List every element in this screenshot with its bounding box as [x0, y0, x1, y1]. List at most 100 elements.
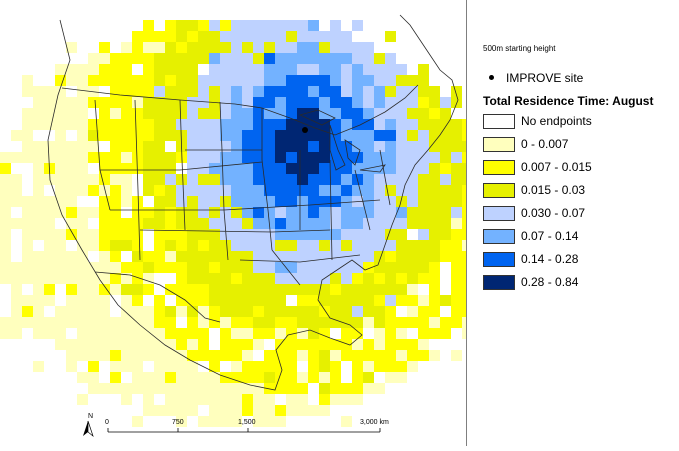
- grid-cell: [55, 339, 66, 350]
- grid-cell: [462, 262, 466, 273]
- grid-cell: [44, 141, 55, 152]
- scale-label-3000: 3,000 km: [360, 419, 389, 426]
- grid-cell: [44, 207, 55, 218]
- grid-cell: [363, 64, 374, 75]
- grid-cell: [297, 295, 308, 306]
- grid-cell: [176, 218, 187, 229]
- grid-cell: [275, 130, 286, 141]
- grid-cell: [121, 361, 132, 372]
- grid-cell: [220, 42, 231, 53]
- grid-cell: [275, 42, 286, 53]
- grid-cell: [374, 64, 385, 75]
- grid-cell: [374, 185, 385, 196]
- grid-cell: [385, 295, 396, 306]
- grid-cell: [55, 207, 66, 218]
- grid-cell: [407, 295, 418, 306]
- grid-cell: [341, 306, 352, 317]
- grid-cell: [407, 339, 418, 350]
- grid-cell: [231, 383, 242, 394]
- grid-cell: [374, 86, 385, 97]
- grid-cell: [286, 394, 297, 405]
- grid-cell: [330, 97, 341, 108]
- grid-cell: [165, 86, 176, 97]
- grid-cell: [451, 229, 462, 240]
- grid-cell: [462, 317, 466, 328]
- grid-cell: [275, 31, 286, 42]
- grid-cell: [132, 196, 143, 207]
- grid-cell: [385, 229, 396, 240]
- grid-cell: [66, 207, 77, 218]
- grid-cell: [297, 196, 308, 207]
- grid-cell: [176, 42, 187, 53]
- grid-cell: [242, 196, 253, 207]
- grid-cell: [88, 75, 99, 86]
- grid-cell: [33, 306, 44, 317]
- grid-cell: [33, 317, 44, 328]
- grid-cell: [297, 383, 308, 394]
- grid-cell: [341, 75, 352, 86]
- grid-cell: [352, 163, 363, 174]
- grid-cell: [429, 251, 440, 262]
- grid-cell: [374, 251, 385, 262]
- grid-cell: [143, 350, 154, 361]
- grid-cell: [22, 218, 33, 229]
- grid-cell: [264, 64, 275, 75]
- grid-cell: [275, 196, 286, 207]
- grid-cell: [374, 240, 385, 251]
- grid-cell: [44, 174, 55, 185]
- grid-cell: [308, 317, 319, 328]
- grid-cell: [253, 229, 264, 240]
- grid-cell: [154, 185, 165, 196]
- grid-cell: [88, 119, 99, 130]
- grid-cell: [121, 152, 132, 163]
- grid-cell: [308, 251, 319, 262]
- grid-cell: [363, 141, 374, 152]
- grid-cell: [55, 317, 66, 328]
- grid-cell: [286, 361, 297, 372]
- grid-cell: [396, 317, 407, 328]
- grid-cell: [154, 295, 165, 306]
- grid-cell: [352, 53, 363, 64]
- grid-cell: [11, 130, 22, 141]
- grid-cell: [198, 86, 209, 97]
- grid-cell: [242, 20, 253, 31]
- grid-cell: [264, 306, 275, 317]
- grid-cell: [209, 405, 220, 416]
- grid-cell: [154, 383, 165, 394]
- grid-cell: [11, 218, 22, 229]
- grid-cell: [132, 328, 143, 339]
- grid-cell: [132, 130, 143, 141]
- grid-cell: [33, 273, 44, 284]
- grid-cell: [352, 372, 363, 383]
- grid-cell: [88, 97, 99, 108]
- grid-cell: [264, 152, 275, 163]
- grid-cell: [308, 405, 319, 416]
- grid-cell: [143, 306, 154, 317]
- grid-cell: [176, 75, 187, 86]
- grid-cell: [154, 53, 165, 64]
- grid-cell: [286, 31, 297, 42]
- grid-cell: [77, 174, 88, 185]
- grid-cell: [66, 108, 77, 119]
- grid-cell: [187, 383, 198, 394]
- grid-cell: [330, 361, 341, 372]
- grid-cell: [396, 207, 407, 218]
- grid-cell: [55, 152, 66, 163]
- grid-cell: [374, 350, 385, 361]
- grid-cell: [220, 130, 231, 141]
- grid-cell: [363, 317, 374, 328]
- grid-cell: [55, 229, 66, 240]
- grid-cell: [110, 229, 121, 240]
- grid-cell: [407, 108, 418, 119]
- grid-cell: [319, 75, 330, 86]
- grid-cell: [33, 119, 44, 130]
- grid-cell: [451, 163, 462, 174]
- grid-cell: [209, 240, 220, 251]
- grid-cell: [374, 119, 385, 130]
- grid-cell: [0, 273, 11, 284]
- grid-cell: [429, 317, 440, 328]
- grid-cell: [451, 185, 462, 196]
- grid-cell: [77, 75, 88, 86]
- grid-cell: [407, 251, 418, 262]
- grid-cell: [429, 108, 440, 119]
